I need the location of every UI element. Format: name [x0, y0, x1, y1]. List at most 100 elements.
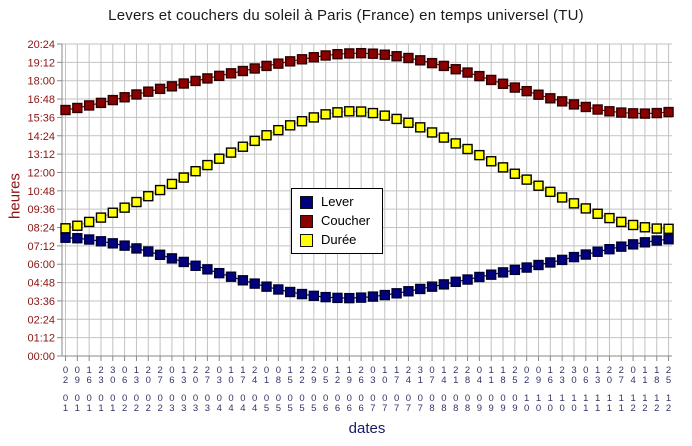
x-tick-digit: 0 — [382, 375, 387, 386]
data-point — [403, 117, 414, 128]
data-point — [166, 178, 178, 190]
y-tick-label: 12:00 — [27, 167, 55, 179]
y-tick-label: 02:24 — [27, 314, 55, 326]
x-tick-digit: 1 — [630, 393, 635, 404]
data-point — [344, 106, 355, 117]
x-tick-digit: 2 — [63, 375, 68, 386]
data-point — [131, 89, 142, 100]
data-point — [568, 251, 580, 263]
data-point — [438, 279, 450, 290]
data-point — [521, 174, 532, 185]
data-point — [391, 113, 402, 125]
x-tick-digit: 0 — [264, 365, 269, 376]
data-point — [273, 124, 284, 136]
x-tick-digit: 1 — [382, 365, 387, 376]
x-tick-digit: 5 — [299, 403, 304, 414]
y-tick-label: 03:36 — [27, 296, 55, 308]
y-tick-label: 20:24 — [27, 39, 55, 51]
y-tick-label: 00:00 — [27, 351, 55, 363]
x-tick-digit: 0 — [630, 365, 635, 376]
x-tick-digit: 2 — [465, 365, 470, 376]
data-point — [355, 292, 367, 303]
data-point — [616, 241, 627, 252]
y-tick-label: 16:48 — [27, 94, 55, 106]
x-tick-digit: 3 — [205, 403, 210, 414]
data-point — [497, 162, 509, 173]
data-point — [107, 94, 119, 106]
data-point — [214, 267, 225, 279]
data-point — [497, 267, 509, 278]
data-point — [119, 92, 130, 103]
data-point — [249, 278, 260, 289]
legend-item-coucher: Coucher — [300, 214, 370, 228]
x-tick-digit: 0 — [240, 393, 245, 404]
data-point — [332, 48, 343, 60]
x-tick-digit: 2 — [157, 403, 162, 414]
legend-label-duree: Durée — [321, 232, 357, 247]
x-tick-digit: 0 — [536, 403, 541, 414]
data-point — [60, 104, 71, 116]
coucher-marker-icon — [300, 214, 313, 228]
data-point — [663, 223, 674, 235]
x-tick-digit: 7 — [619, 375, 624, 386]
x-tick-digit: 1 — [489, 375, 494, 386]
x-tick-digit: 0 — [181, 393, 186, 404]
data-point — [119, 240, 130, 251]
x-tick-digit: 2 — [193, 365, 198, 376]
x-tick-digit: 4 — [252, 403, 257, 414]
data-point — [320, 50, 331, 61]
data-point — [273, 58, 284, 69]
data-point — [533, 180, 544, 191]
x-tick-digit: 1 — [134, 365, 139, 376]
x-tick-digit: 0 — [264, 393, 269, 404]
x-tick-digit: 6 — [169, 375, 174, 386]
x-tick-digit: 4 — [252, 375, 257, 386]
data-point — [639, 237, 651, 248]
x-tick-digit: 1 — [571, 393, 576, 404]
x-tick-digit: 0 — [169, 393, 174, 404]
x-tick-digit: 0 — [512, 393, 517, 404]
x-tick-digit: 0 — [489, 393, 494, 404]
x-tick-digit: 5 — [288, 375, 293, 386]
x-tick-digit: 2 — [122, 403, 127, 414]
x-tick-digit: 6 — [358, 375, 363, 386]
x-tick-digit: 7 — [394, 403, 399, 414]
legend-item-duree: Durée — [300, 233, 370, 247]
x-tick-digit: 3 — [181, 403, 186, 414]
y-tick-label: 10:48 — [27, 186, 55, 198]
x-tick-digit: 1 — [347, 365, 352, 376]
x-tick-digit: 0 — [418, 393, 423, 404]
data-point — [403, 286, 414, 297]
x-tick-digit: 7 — [370, 403, 375, 414]
x-tick-digit: 3 — [560, 375, 565, 386]
x-tick-digit: 1 — [548, 365, 553, 376]
legend: Lever Coucher Durée — [291, 188, 384, 254]
x-tick-digit: 1 — [441, 365, 446, 376]
data-point — [509, 82, 521, 93]
y-tick-label: 06:00 — [27, 259, 55, 271]
data-point — [355, 47, 367, 59]
data-point — [202, 159, 213, 171]
x-tick-digit: 8 — [276, 375, 281, 386]
data-point — [225, 271, 237, 282]
data-point — [154, 184, 166, 196]
x-tick-digit: 1 — [595, 403, 600, 414]
data-point — [639, 108, 651, 119]
x-tick-digit: 1 — [75, 403, 80, 414]
x-tick-digit: 0 — [110, 375, 115, 386]
x-tick-digit: 0 — [453, 393, 458, 404]
x-tick-digit: 2 — [607, 365, 612, 376]
x-tick-digit: 1 — [264, 375, 269, 386]
y-tick-label: 18:00 — [27, 76, 55, 88]
y-tick-label: 14:24 — [27, 131, 55, 143]
x-tick-digit: 0 — [63, 393, 68, 404]
y-tick-label: 08:24 — [27, 223, 55, 235]
x-tick-digit: 0 — [335, 393, 340, 404]
x-tick-digit: 2 — [205, 365, 210, 376]
chart-title: Levers et couchers du soleil à Paris (Fr… — [108, 7, 584, 24]
x-tick-digit: 3 — [98, 375, 103, 386]
data-point — [154, 83, 166, 95]
x-tick-digit: 4 — [228, 403, 233, 414]
x-tick-digit: 0 — [299, 393, 304, 404]
